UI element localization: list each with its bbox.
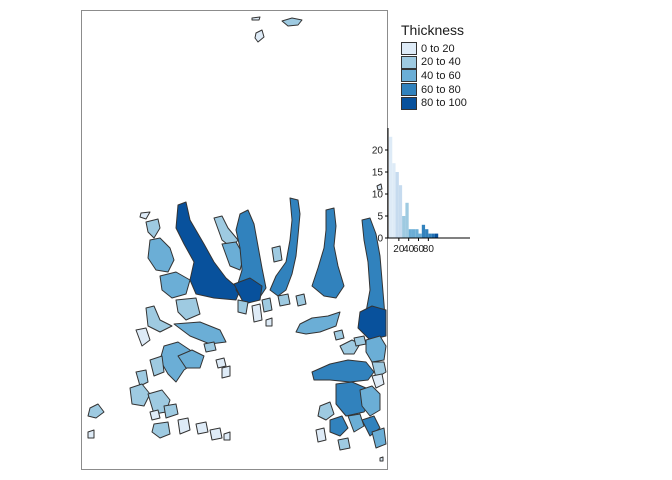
glacier-polygon (87, 429, 95, 439)
histogram-bar (431, 233, 435, 238)
map-legend: Thickness 0 to 20 20 to 40 40 to 60 60 t… (401, 22, 467, 110)
glacier-polygon (337, 437, 351, 451)
legend-swatch (401, 55, 417, 69)
histogram-x-tick-label: 60 (413, 244, 425, 255)
histogram-bar (408, 229, 412, 238)
glacier-polygon (317, 401, 335, 421)
histogram-y-tick-label: 10 (372, 190, 384, 201)
glacier-polygon (195, 421, 209, 435)
glacier-polygon (135, 369, 149, 387)
histogram-x-tick-label: 80 (423, 244, 435, 255)
legend-entry: 60 to 80 (401, 83, 467, 97)
legend-swatch (401, 42, 417, 56)
glacier-polygon (311, 359, 375, 383)
histogram-bar (398, 185, 403, 238)
glacier-polygon (371, 427, 387, 449)
legend-entry: 0 to 20 (401, 42, 467, 56)
glacier-polygon (173, 321, 227, 345)
glacier-polygon (147, 237, 175, 273)
histogram-bar (428, 233, 432, 238)
glacier-polygon (329, 415, 349, 437)
histogram-x-tick-label: 20 (393, 244, 405, 255)
legend-label: 0 to 20 (421, 42, 455, 55)
histogram-bar (411, 229, 416, 238)
glacier-polygon (333, 329, 345, 341)
glacier-polygon (295, 293, 307, 307)
legend-swatch (401, 69, 417, 83)
histogram-y-tick-label: 5 (377, 212, 383, 223)
glacier-polygon (145, 305, 173, 333)
glacier-polygon (177, 349, 205, 369)
histogram-bar (421, 224, 426, 238)
glacier-polygon (379, 456, 384, 462)
legend-swatch (401, 96, 417, 110)
legend-title: Thickness (401, 22, 465, 38)
glacier-polygon (265, 317, 273, 327)
glacier-polygon (371, 373, 385, 389)
histogram-bar (434, 233, 439, 238)
histogram-x-tick-label: 40 (403, 244, 415, 255)
glacier-polygon (353, 335, 367, 347)
glacier-polygon (271, 245, 283, 263)
glacier-polygon (175, 297, 201, 321)
histogram-bar (415, 229, 419, 238)
glacier-polygon (311, 207, 345, 299)
legend-label: 80 to 100 (421, 97, 467, 110)
histogram-bar (425, 229, 429, 238)
legend-entry: 40 to 60 (401, 69, 467, 83)
glacier-polygon (203, 341, 217, 353)
glacier-polygon (281, 17, 303, 27)
legend-entry: 20 to 40 (401, 55, 467, 70)
glacier-polygon (149, 355, 165, 377)
glacier-polygon (177, 417, 191, 435)
glacier-polygon (359, 385, 381, 417)
glacier-polygon (209, 427, 223, 441)
glacier-polygon (254, 29, 265, 43)
histogram-bar (389, 136, 393, 238)
glacier-polygon (261, 297, 273, 313)
glacier-polygon (376, 183, 383, 191)
glacier-polygon (175, 201, 241, 301)
histogram-y-tick-label: 20 (372, 146, 384, 157)
legend-entries: 0 to 20 20 to 40 40 to 60 60 to 80 80 to… (401, 42, 467, 110)
legend-entry: 80 to 100 (401, 96, 467, 110)
histogram-y-tick-label: 0 (377, 234, 383, 245)
glacier-polygon (135, 327, 151, 347)
glacier-polygon (315, 427, 327, 443)
legend-label: 40 to 60 (421, 69, 461, 82)
histogram-bar (402, 216, 406, 238)
glacier-polygon (159, 271, 191, 299)
legend-label: 60 to 80 (421, 83, 461, 96)
glacier-polygon (295, 311, 341, 335)
glacier-polygon (357, 305, 387, 341)
glacier-polygon (215, 357, 227, 369)
glacier-polygon (269, 197, 301, 297)
glacier-polygon (365, 335, 387, 363)
histogram-y-tick-label: 15 (372, 168, 384, 179)
histogram-bar (395, 172, 399, 238)
legend-swatch (401, 83, 417, 97)
glacier-polygon (221, 365, 231, 379)
glacier-polygon (87, 403, 105, 419)
glacier-polygon (251, 303, 263, 323)
glacier-polygon (145, 218, 161, 239)
glacier-polygon (163, 403, 179, 419)
glacier-polygon (251, 16, 261, 21)
histogram-bar (405, 202, 409, 238)
glacier-polygon (139, 211, 151, 220)
glacier-polygon (347, 413, 365, 433)
glacier-polygon (129, 383, 151, 407)
glacier-polygon (149, 409, 161, 421)
glacier-polygon (223, 431, 231, 441)
legend-label: 20 to 40 (421, 56, 461, 69)
glacier-polygon (151, 421, 171, 439)
histogram-bar (418, 233, 422, 238)
glacier-polygon (277, 293, 291, 307)
histogram-bar (392, 163, 396, 238)
glacier-polygon (237, 299, 249, 315)
